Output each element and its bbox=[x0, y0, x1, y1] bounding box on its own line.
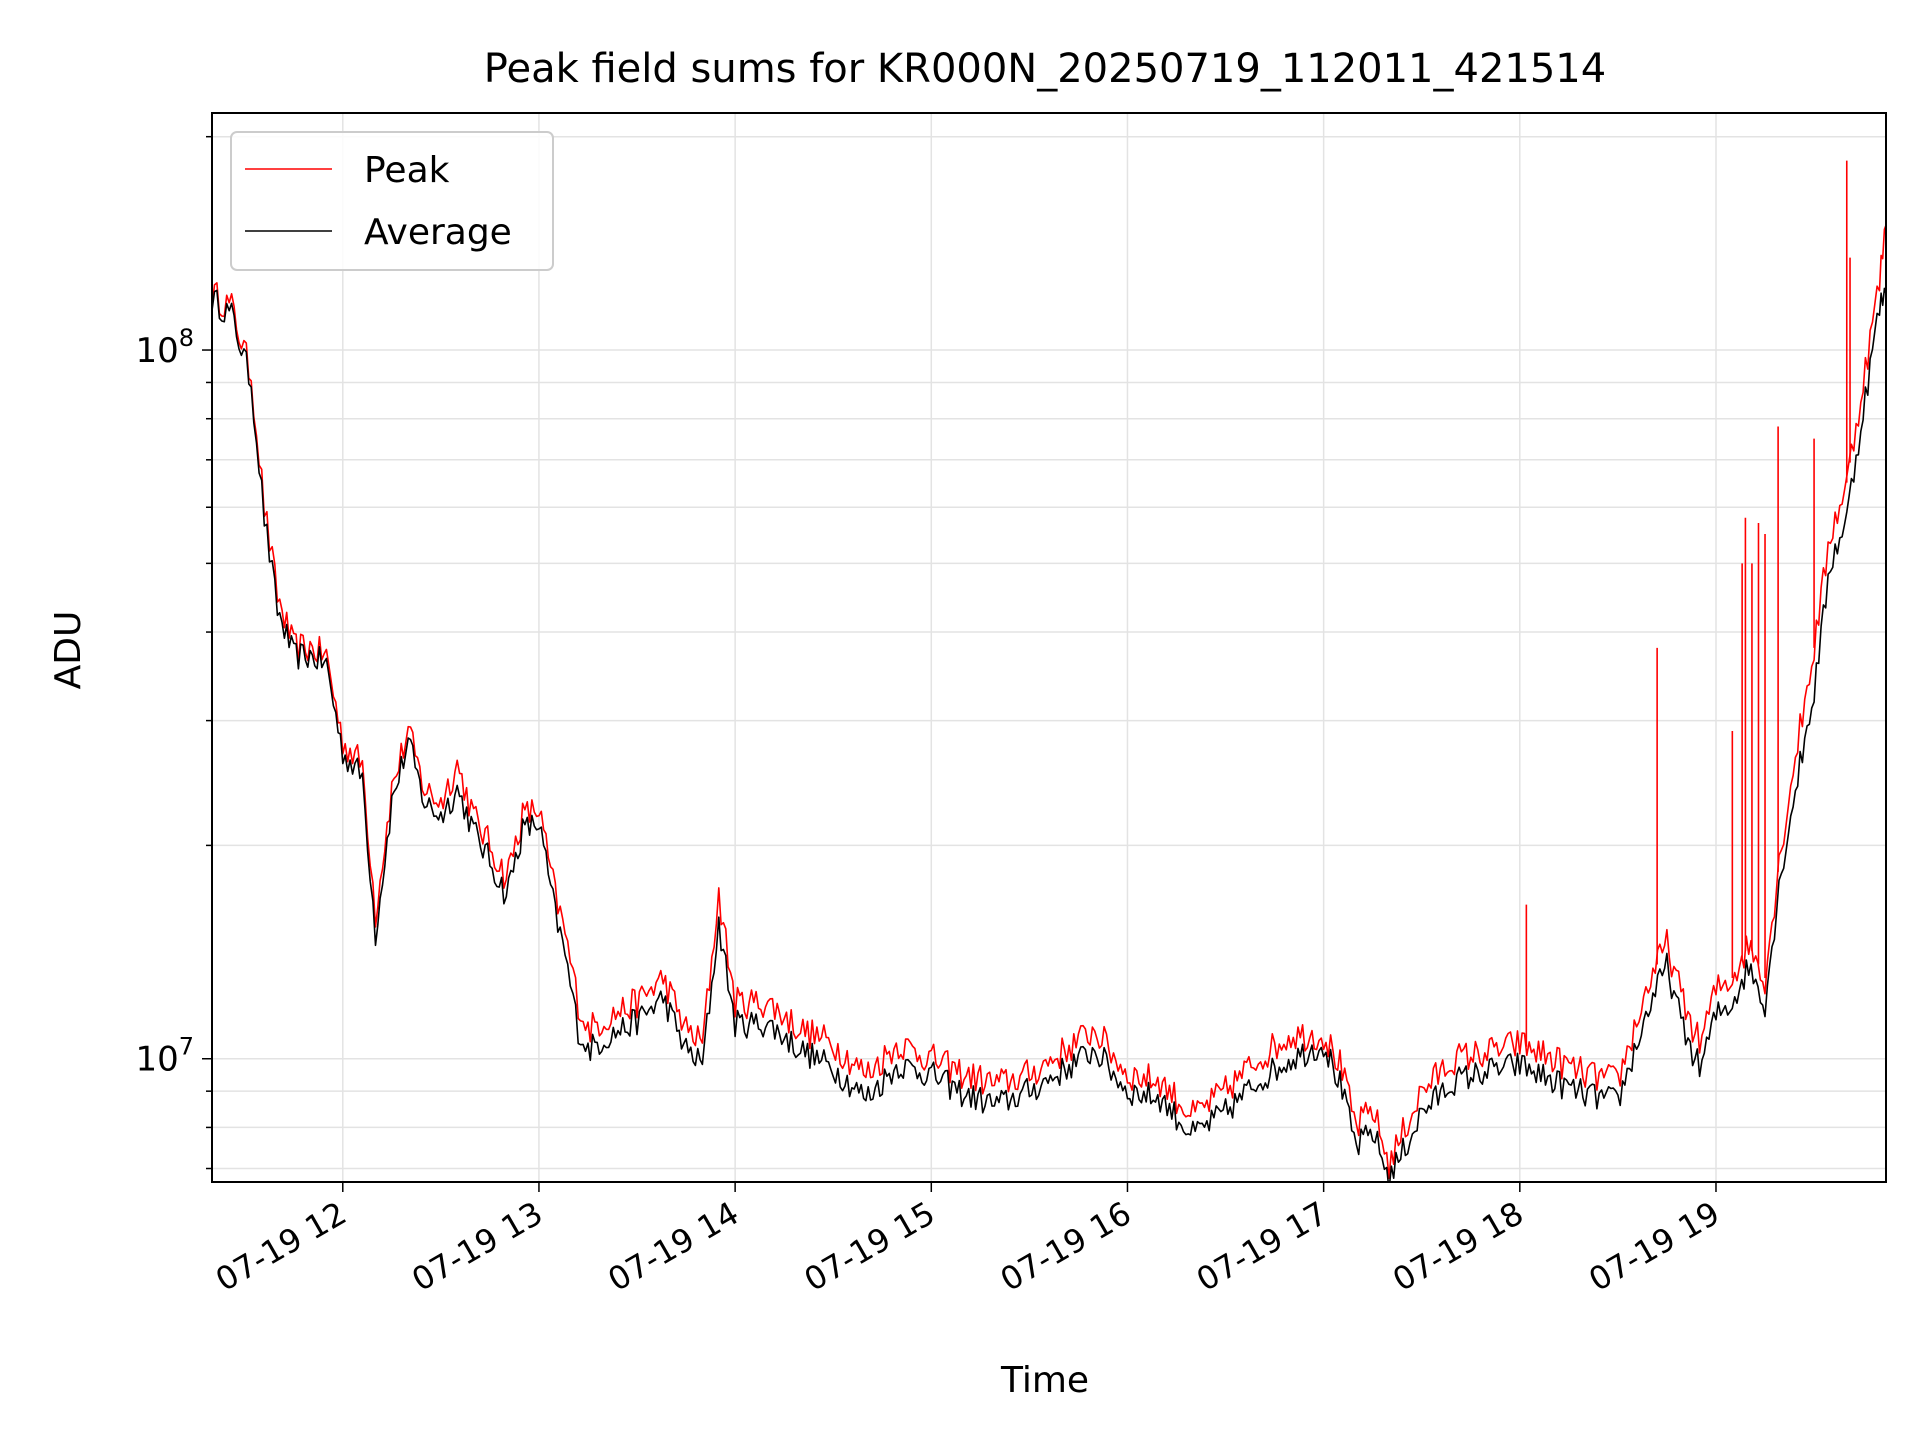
series-line-peak bbox=[212, 224, 1886, 1180]
y-axis-ticks: 107 108 bbox=[135, 135, 212, 1170]
y-axis-label: ADU bbox=[48, 611, 89, 690]
y-tick-label: 108 bbox=[135, 324, 194, 371]
legend: Peak Average bbox=[230, 131, 554, 271]
x-axis-label: Time bbox=[1000, 1360, 1089, 1401]
legend-label-peak: Peak bbox=[364, 150, 450, 191]
y-tick-label: 107 bbox=[135, 1033, 194, 1080]
plot-frame bbox=[211, 112, 1887, 1183]
chart-title: Peak field sums for KR000N_20250719_1120… bbox=[484, 46, 1606, 92]
series-line-average bbox=[212, 287, 1886, 1182]
legend-label-average: Average bbox=[364, 212, 512, 253]
legend-box bbox=[230, 131, 554, 271]
series-layer bbox=[212, 113, 1886, 1182]
